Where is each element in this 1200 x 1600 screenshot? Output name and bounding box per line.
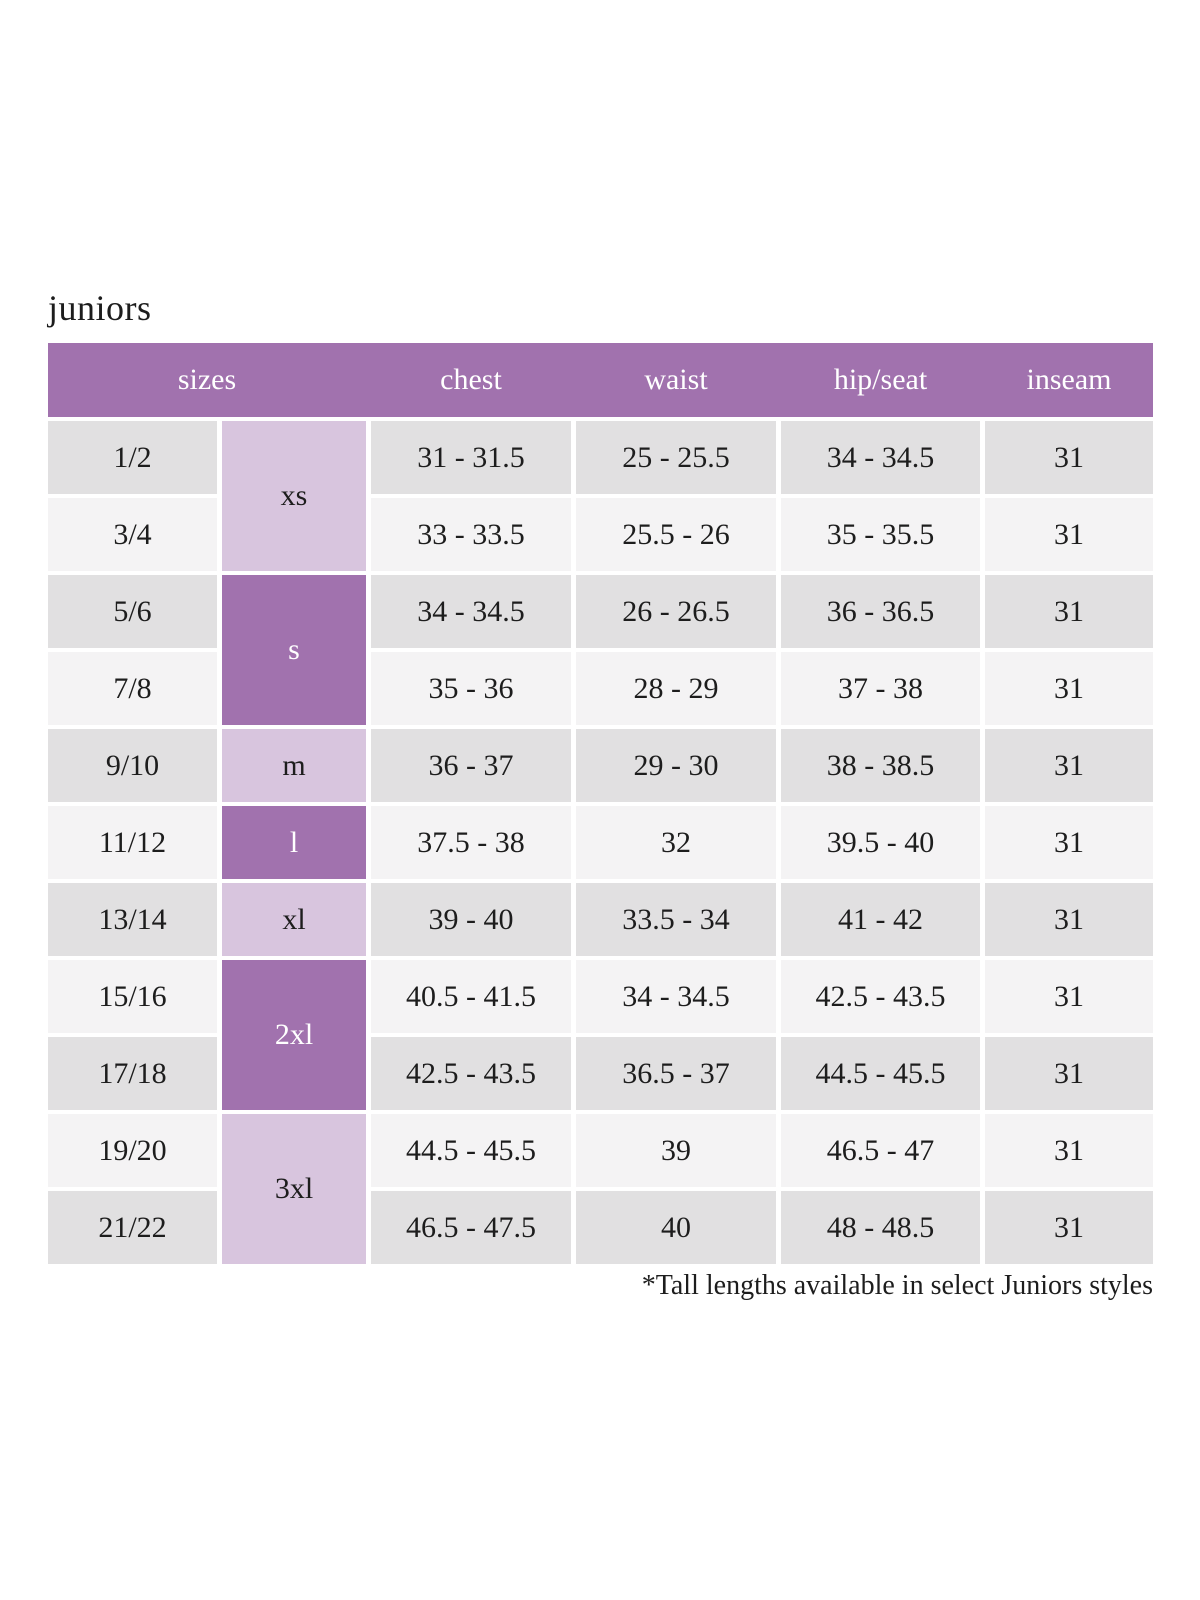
chest-cell: 39 - 40 (371, 883, 571, 956)
chest-cell: 40.5 - 41.5 (371, 960, 571, 1033)
hip-seat-cell: 44.5 - 45.5 (781, 1037, 980, 1110)
juniors-size-table: sizes chest waist hip/seat inseam xs s m… (48, 343, 1153, 1264)
column-header-sizes: sizes (177, 363, 237, 396)
waist-cell: 25 - 25.5 (576, 421, 776, 494)
inseam-cell: 31 (985, 1114, 1153, 1187)
size-cell: 3/4 (48, 498, 217, 571)
inseam-cell: 31 (985, 652, 1153, 725)
hip-seat-cell: 35 - 35.5 (781, 498, 980, 571)
size-cell: 5/6 (48, 575, 217, 648)
hip-seat-cell: 34 - 34.5 (781, 421, 980, 494)
inseam-cell: 31 (985, 498, 1153, 571)
size-cell: 15/16 (48, 960, 217, 1033)
size-cell: 21/22 (48, 1191, 217, 1264)
chest-cell: 42.5 - 43.5 (371, 1037, 571, 1110)
inseam-cell: 31 (985, 960, 1153, 1033)
chest-cell: 31 - 31.5 (371, 421, 571, 494)
column-header-hip-seat: hip/seat (833, 363, 928, 396)
inseam-cell: 31 (985, 575, 1153, 648)
hip-seat-cell: 48 - 48.5 (781, 1191, 980, 1264)
hip-seat-cell: 39.5 - 40 (781, 806, 980, 879)
chest-cell: 44.5 - 45.5 (371, 1114, 571, 1187)
waist-cell: 34 - 34.5 (576, 960, 776, 1033)
waist-cell: 32 (576, 806, 776, 879)
column-header-inseam: inseam (1026, 363, 1112, 396)
column-header-waist: waist (644, 363, 708, 396)
size-cell: 7/8 (48, 652, 217, 725)
group-cell-xl: xl (222, 883, 366, 956)
chest-cell: 34 - 34.5 (371, 575, 571, 648)
group-cell-3xl: 3xl (222, 1114, 366, 1264)
hip-seat-cell: 36 - 36.5 (781, 575, 980, 648)
waist-cell: 40 (576, 1191, 776, 1264)
page-title: juniors (48, 288, 152, 328)
size-cell: 13/14 (48, 883, 217, 956)
waist-cell: 39 (576, 1114, 776, 1187)
hip-seat-cell: 46.5 - 47 (781, 1114, 980, 1187)
inseam-cell: 31 (985, 729, 1153, 802)
waist-cell: 26 - 26.5 (576, 575, 776, 648)
inseam-cell: 31 (985, 883, 1153, 956)
inseam-cell: 31 (985, 1037, 1153, 1110)
hip-seat-cell: 38 - 38.5 (781, 729, 980, 802)
chest-cell: 46.5 - 47.5 (371, 1191, 571, 1264)
hip-seat-cell: 41 - 42 (781, 883, 980, 956)
column-header-chest: chest (440, 363, 502, 396)
group-cell-s: s (222, 575, 366, 725)
waist-cell: 25.5 - 26 (576, 498, 776, 571)
size-cell: 11/12 (48, 806, 217, 879)
chest-cell: 35 - 36 (371, 652, 571, 725)
waist-cell: 33.5 - 34 (576, 883, 776, 956)
size-cell: 9/10 (48, 729, 217, 802)
waist-cell: 29 - 30 (576, 729, 776, 802)
table-header-bar (48, 343, 1153, 417)
group-cell-m: m (222, 729, 366, 802)
waist-cell: 36.5 - 37 (576, 1037, 776, 1110)
inseam-cell: 31 (985, 1191, 1153, 1264)
inseam-cell: 31 (985, 421, 1153, 494)
size-cell: 17/18 (48, 1037, 217, 1110)
waist-cell: 28 - 29 (576, 652, 776, 725)
chest-cell: 36 - 37 (371, 729, 571, 802)
group-cell-2xl: 2xl (222, 960, 366, 1110)
inseam-cell: 31 (985, 806, 1153, 879)
chest-cell: 33 - 33.5 (371, 498, 571, 571)
group-cell-l: l (222, 806, 366, 879)
hip-seat-cell: 42.5 - 43.5 (781, 960, 980, 1033)
size-cell: 1/2 (48, 421, 217, 494)
chest-cell: 37.5 - 38 (371, 806, 571, 879)
tall-lengths-footnote: *Tall lengths available in select Junior… (641, 1270, 1153, 1301)
size-cell: 19/20 (48, 1114, 217, 1187)
hip-seat-cell: 37 - 38 (781, 652, 980, 725)
group-cell-xs: xs (222, 421, 366, 571)
